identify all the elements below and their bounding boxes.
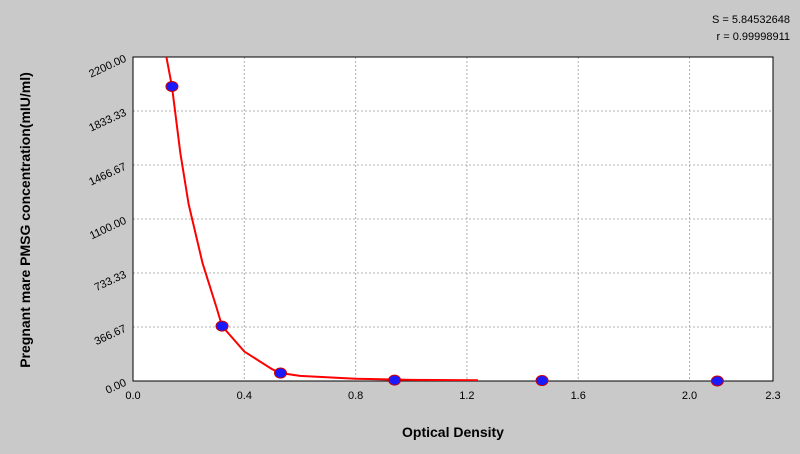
x-tick-label: 2.0 bbox=[682, 390, 697, 402]
x-tick-label: 0.8 bbox=[348, 390, 363, 402]
data-point bbox=[388, 374, 402, 386]
y-tick-label: 366.67 bbox=[93, 323, 129, 348]
stat-r: r = 0.99998911 bbox=[717, 31, 791, 43]
y-tick-label: 1833.33 bbox=[87, 107, 128, 135]
x-tick-label: 0.0 bbox=[125, 390, 140, 402]
y-tick-label: 733.33 bbox=[93, 269, 129, 294]
fit-curve bbox=[165, 57, 479, 381]
x-axis-title: Optical Density bbox=[402, 424, 504, 440]
data-point bbox=[710, 375, 724, 387]
x-tick-label: 1.2 bbox=[459, 390, 474, 402]
data-point bbox=[273, 367, 287, 379]
y-tick-label: 2200.00 bbox=[87, 53, 128, 81]
x-tick-label: 2.3 bbox=[765, 390, 780, 402]
stat-s: S = 5.84532648 bbox=[712, 14, 790, 26]
data-point bbox=[535, 375, 549, 387]
data-point bbox=[215, 320, 229, 332]
x-tick-label: 1.6 bbox=[571, 390, 586, 402]
y-tick-label: 1100.00 bbox=[88, 215, 128, 242]
y-axis-title: Pregnant mare PMSG concentration(mIU/ml) bbox=[17, 72, 33, 368]
y-tick-label: 1466.67 bbox=[87, 161, 128, 189]
data-point bbox=[165, 80, 179, 92]
x-tick-label: 0.4 bbox=[237, 390, 252, 402]
